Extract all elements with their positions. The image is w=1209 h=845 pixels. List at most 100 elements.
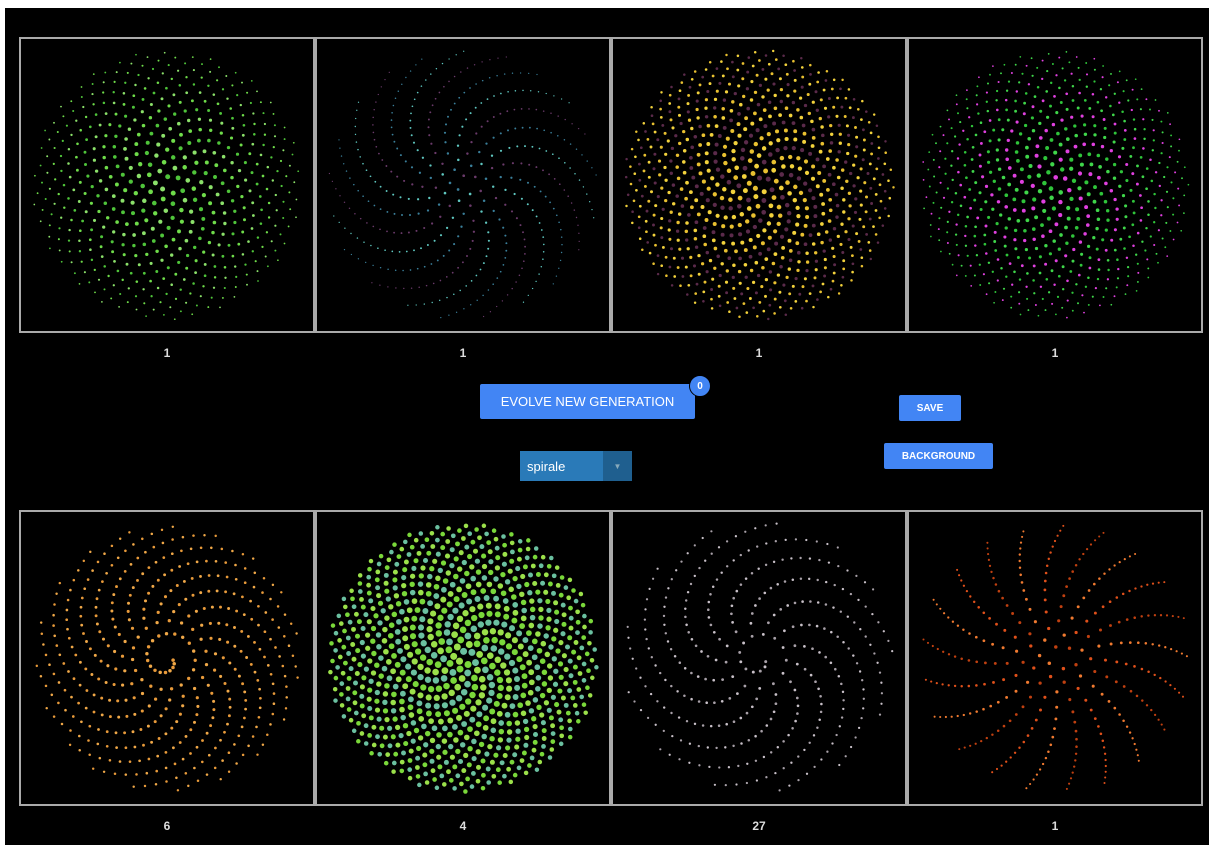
dot [554, 702, 560, 708]
dot [164, 751, 168, 754]
dot [1164, 646, 1167, 649]
dot [394, 561, 400, 567]
dot [445, 570, 452, 576]
dot [746, 206, 752, 211]
dot [969, 264, 972, 267]
dot [391, 111, 393, 114]
dot [720, 60, 723, 63]
dot [717, 724, 721, 727]
dot [447, 590, 454, 597]
dot [668, 93, 672, 97]
dot [183, 109, 187, 113]
dot [778, 290, 782, 294]
dot [764, 524, 767, 527]
dot [754, 734, 757, 738]
dot [508, 586, 514, 593]
dot [765, 776, 768, 779]
dot [331, 180, 334, 183]
dot [409, 269, 412, 271]
dot [679, 121, 683, 126]
dot [266, 165, 270, 169]
dot [540, 720, 546, 726]
dot [186, 118, 191, 123]
dot [813, 276, 817, 280]
dot [860, 264, 864, 268]
pattern-canvas[interactable] [907, 37, 1203, 333]
dot [504, 711, 511, 718]
dot [1031, 206, 1036, 211]
dot [494, 545, 500, 551]
dot [225, 623, 229, 627]
dot [581, 635, 587, 640]
dot [166, 266, 170, 270]
dot [227, 607, 231, 610]
dot [486, 610, 493, 617]
dot [178, 246, 182, 251]
dot [157, 59, 160, 62]
dot [1027, 137, 1031, 141]
dot [1172, 213, 1175, 216]
dot [848, 204, 852, 208]
dot [97, 588, 101, 592]
dot [221, 254, 225, 258]
dot [1147, 200, 1150, 203]
dot [1028, 607, 1032, 611]
background-button[interactable]: BACKGROUND [884, 443, 993, 469]
dot [802, 131, 807, 136]
dot [1096, 100, 1100, 104]
dot [469, 164, 473, 168]
dot [445, 646, 453, 654]
pattern-canvas[interactable] [611, 37, 907, 333]
dot [1104, 758, 1107, 762]
dot [724, 90, 729, 94]
dot [439, 234, 443, 237]
dot [416, 708, 423, 715]
dot [373, 108, 375, 111]
save-button[interactable]: SAVE [899, 395, 961, 421]
dot [743, 127, 748, 132]
dot [357, 581, 363, 586]
dot [804, 170, 810, 175]
dot [942, 196, 946, 199]
pattern-canvas[interactable] [19, 510, 315, 806]
dot [723, 248, 728, 253]
dot [1021, 72, 1024, 75]
dot [987, 558, 991, 562]
dot [88, 238, 92, 242]
dot [92, 218, 97, 222]
pattern-canvas[interactable] [611, 510, 907, 806]
dot [1108, 568, 1111, 571]
shape-select[interactable]: spirale ▼ [520, 451, 632, 481]
dot [1043, 598, 1047, 602]
dot [970, 124, 974, 128]
dot [1133, 616, 1136, 619]
dot [192, 150, 197, 155]
dot [1083, 311, 1085, 314]
dot [152, 308, 155, 311]
dot [411, 658, 418, 665]
dot [419, 598, 426, 605]
pattern-canvas[interactable] [315, 37, 611, 333]
pattern-canvas[interactable] [19, 37, 315, 333]
dot [481, 733, 487, 740]
dot [979, 141, 983, 145]
dot [506, 294, 509, 296]
dot [553, 668, 559, 674]
dot [775, 147, 780, 153]
dot [736, 692, 739, 695]
dot [718, 273, 722, 278]
dot [443, 682, 450, 690]
dot [1128, 589, 1131, 593]
dot [112, 284, 115, 287]
dot [162, 556, 166, 559]
dot [208, 185, 213, 190]
dot [968, 632, 971, 635]
dot [410, 738, 416, 744]
pattern-canvas[interactable] [315, 510, 611, 806]
dot [1145, 704, 1149, 707]
dot [1054, 645, 1058, 649]
dot [1092, 236, 1096, 240]
evolve-button[interactable]: EVOLVE NEW GENERATION [480, 384, 695, 419]
pattern-canvas[interactable] [907, 510, 1203, 806]
dot [724, 746, 727, 749]
